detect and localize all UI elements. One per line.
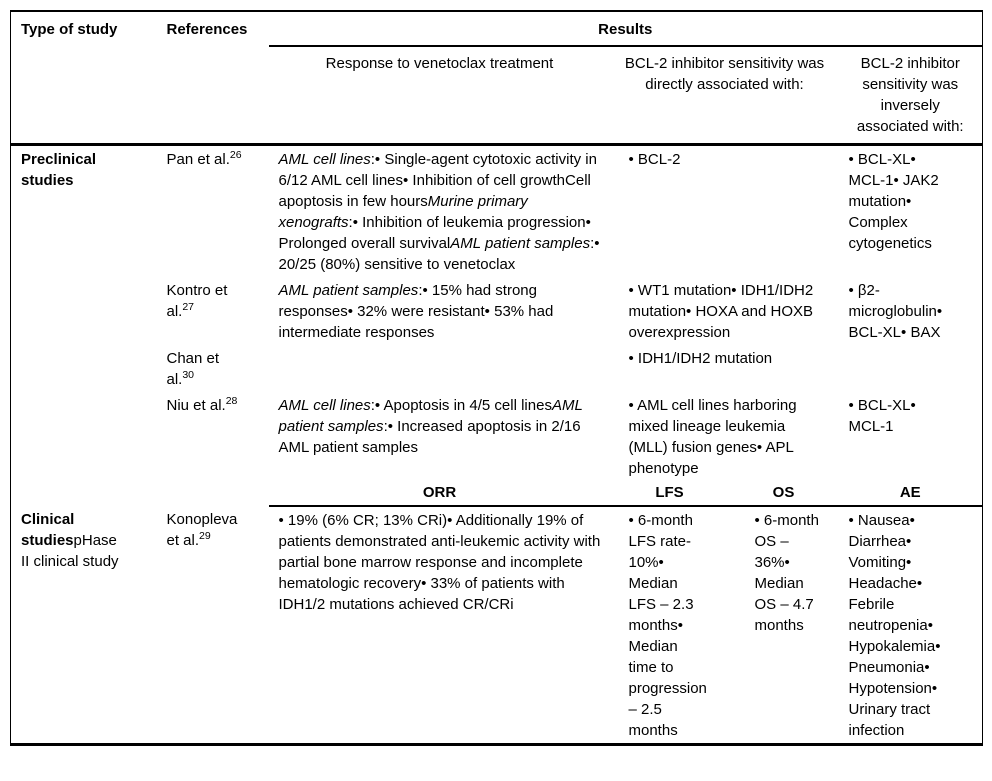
clinical-subheader-row: ORR LFS OS AE <box>11 481 983 507</box>
inverse-association-cell <box>839 345 983 392</box>
reference-text: Niu et al. <box>166 397 226 414</box>
lfs-cell: • 6-month LFS rate-10%• Median LFS – 2.3… <box>628 512 707 739</box>
results-header: Results <box>268 11 983 47</box>
preclinical-row-pan: Preclinical studies Pan et al.26 AML cel… <box>11 145 983 278</box>
preclinical-row-kontro: Kontro et al.27 AML patient samples:• 15… <box>11 277 983 345</box>
reference-text: Chan et al. <box>166 350 220 388</box>
ae-subheader: AE <box>838 481 983 507</box>
header-row-2: Response to venetoclax treatment BCL-2 i… <box>11 46 983 146</box>
reference-cell: Konopleva et al.29 <box>157 506 269 745</box>
reference-superscript: 26 <box>229 149 242 161</box>
orr-cell: • 19% (6% CR; 13% CRi)• Additionally 19%… <box>278 512 601 613</box>
lfs-subheader: LFS <box>610 481 729 507</box>
study-type-cell: Clinical studiespHase II clinical study <box>21 511 119 570</box>
header-row-1: Type of study References Results <box>10 11 983 146</box>
clinical-row-konopleva: Clinical studiespHase II clinical study … <box>11 506 983 745</box>
inverse-association-cell: • BCL-XL• MCL-1 <box>848 397 916 435</box>
table-header: Type of study References Results Respons… <box>10 11 983 146</box>
response-column-header: Response to venetoclax treatment <box>268 46 611 146</box>
reference-superscript: 28 <box>225 395 238 407</box>
direct-association-cell: • AML cell lines harboring mixed lineage… <box>628 397 797 477</box>
type-of-study-header: Type of study <box>10 11 157 146</box>
ae-cell: • Nausea• Diarrhea• Vomiting• Headache• … <box>848 512 941 739</box>
direct-association-cell: • IDH1/IDH2 mutation <box>628 350 773 367</box>
reference-cell: Kontro et al.27 <box>157 277 269 345</box>
response-cell: AML patient samples:• 15% had strong res… <box>278 282 554 341</box>
response-cell: AML cell lines:• Apoptosis in 4/5 cell l… <box>278 397 583 456</box>
study-type-cell <box>11 392 157 481</box>
results-table: Type of study References Results Respons… <box>10 10 983 746</box>
preclinical-row-niu: Niu et al.28 AML cell lines:• Apoptosis … <box>11 392 983 481</box>
references-header: References <box>156 11 269 146</box>
empty-cell <box>157 481 269 506</box>
os-cell: • 6-month OS – 36%• Median OS – 4.7 mont… <box>754 512 819 634</box>
reference-text: Konopleva et al. <box>166 511 238 549</box>
response-cell: AML cell lines:• Single-agent cytotoxic … <box>278 151 600 273</box>
reference-cell: Niu et al.28 <box>157 392 269 481</box>
empty-cell <box>11 481 157 506</box>
direct-association-cell: • WT1 mutation• IDH1/IDH2 mutation• HOXA… <box>628 282 814 341</box>
preclinical-row-chan: Chan et al.30 • IDH1/IDH2 mutation <box>11 345 983 392</box>
table-body: Preclinical studies Pan et al.26 AML cel… <box>11 145 983 745</box>
inverse-association-column-header: BCL-2 inhibitor sensitivity was inversel… <box>838 46 983 146</box>
orr-subheader: ORR <box>268 481 611 507</box>
study-type-cell <box>11 345 157 392</box>
study-type-cell: Preclinical studies <box>21 151 97 189</box>
reference-text: Pan et al. <box>166 151 230 168</box>
direct-association-column-header: BCL-2 inhibitor sensitivity was directly… <box>610 46 839 146</box>
direct-association-cell: • BCL-2 <box>628 151 681 168</box>
reference-superscript: 27 <box>182 301 195 313</box>
response-cell <box>269 345 611 392</box>
reference-superscript: 29 <box>199 530 211 542</box>
os-subheader: OS <box>728 481 839 507</box>
inverse-association-cell: • BCL-XL• MCL-1• JAK2 mutation• Complex … <box>848 151 939 252</box>
reference-text: Kontro et al. <box>166 282 228 320</box>
inverse-association-cell: • β2-microglobulin• BCL-XL• BAX <box>848 282 943 341</box>
reference-cell: Pan et al.26 <box>157 145 269 278</box>
reference-superscript: 30 <box>182 369 195 381</box>
study-type-cell <box>11 277 157 345</box>
reference-cell: Chan et al.30 <box>157 345 269 392</box>
